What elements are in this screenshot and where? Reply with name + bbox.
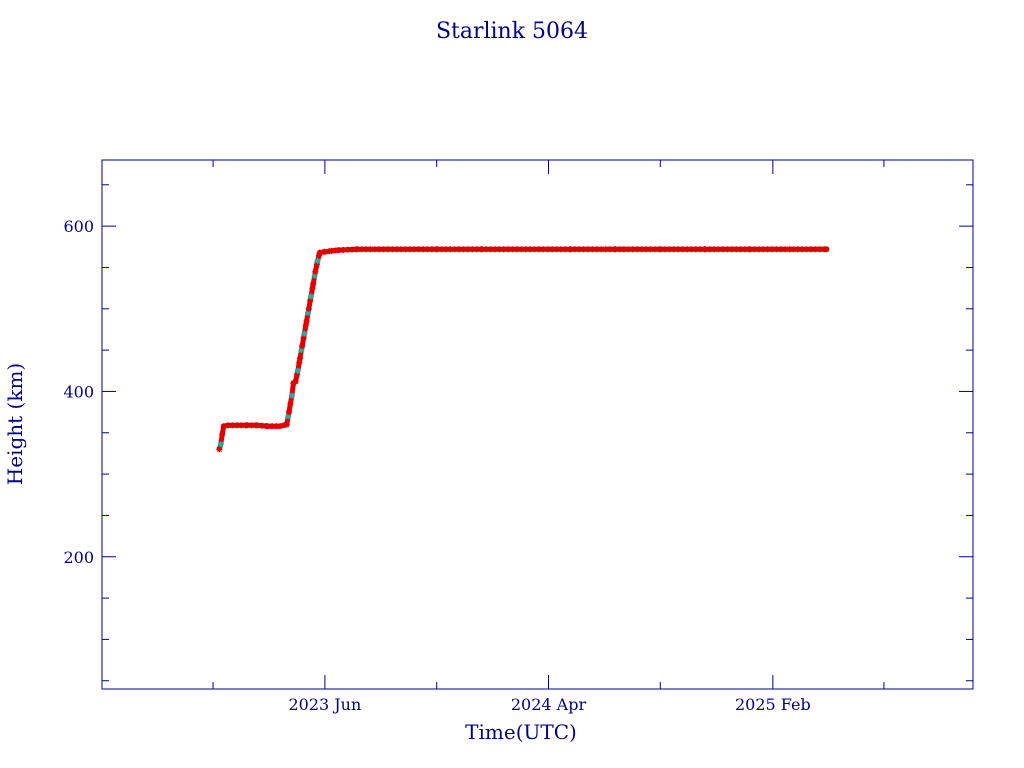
height-trail <box>216 246 827 451</box>
y-tick-label: 200 <box>63 548 94 567</box>
data-point <box>288 392 295 399</box>
data-point <box>305 309 312 316</box>
y-axis-label: Height (km) <box>3 363 27 485</box>
data-point <box>216 446 223 453</box>
x-tick-label: 2025 Feb <box>735 695 811 714</box>
data-point <box>464 246 471 253</box>
data-point <box>220 423 227 430</box>
data-point <box>500 246 507 253</box>
data-point <box>688 246 695 253</box>
data-point <box>389 246 396 253</box>
data-point <box>737 246 744 253</box>
data-point <box>496 246 503 253</box>
data-point <box>679 246 686 253</box>
data-point <box>310 280 317 287</box>
x-tick-label: 2024 Apr <box>511 695 587 714</box>
data-point <box>438 246 445 253</box>
data-point <box>287 400 294 407</box>
data-point <box>254 422 261 429</box>
data-point <box>285 413 292 420</box>
minor-ticks <box>102 160 973 689</box>
x-axis: 2023 Jun 2024 Apr 2025 Feb <box>288 160 811 714</box>
data-point <box>285 409 292 416</box>
y-tick-label: 400 <box>63 382 94 401</box>
data-point <box>217 441 224 448</box>
data-point <box>294 367 301 374</box>
data-point <box>598 246 605 253</box>
data-point <box>451 246 458 253</box>
plot-frame <box>101 159 974 690</box>
data-point <box>760 246 767 253</box>
data-point <box>773 246 780 253</box>
data-point <box>527 246 534 253</box>
data-point <box>292 378 299 385</box>
data-point <box>777 246 784 253</box>
data-point <box>307 293 314 300</box>
x-axis-label: Time(UTC) <box>465 720 577 744</box>
data-point <box>741 246 748 253</box>
data-point <box>816 246 823 253</box>
x-tick-label: 2023 Jun <box>288 695 361 714</box>
data-point <box>229 422 236 429</box>
data-point <box>576 246 583 253</box>
data-point <box>277 423 284 430</box>
data-point <box>296 355 303 362</box>
data-point <box>692 246 699 253</box>
data-point <box>803 246 810 253</box>
data-point <box>219 431 226 438</box>
data-point <box>823 246 830 253</box>
data-point <box>303 318 310 325</box>
data-point <box>305 305 312 312</box>
data-point <box>283 421 290 428</box>
y-axis: 200 400 600 <box>63 217 973 567</box>
y-tick-label: 600 <box>63 217 94 236</box>
chart-title: Starlink 5064 <box>436 19 588 44</box>
data-points <box>216 246 830 453</box>
data-point <box>314 257 321 264</box>
data-point <box>299 342 306 349</box>
data-point <box>312 268 319 275</box>
data-point <box>316 249 323 256</box>
data-point <box>460 246 467 253</box>
data-point <box>549 246 556 253</box>
data-point <box>301 330 308 337</box>
